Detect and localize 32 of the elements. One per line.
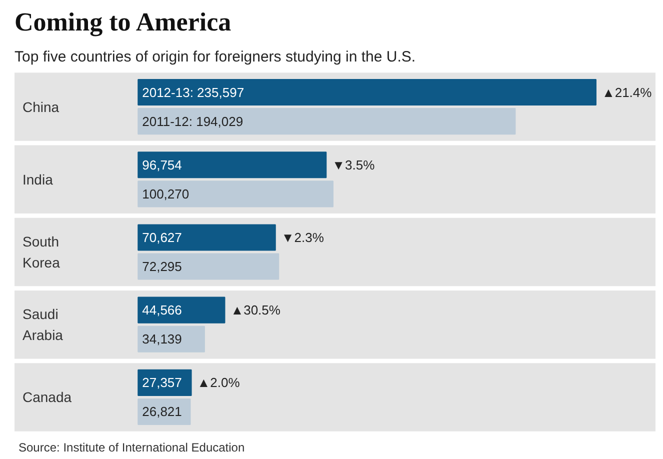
bar	[138, 224, 276, 251]
annotation: ▲2.0%	[197, 375, 240, 390]
source-note: Source: Institute of International Education	[18, 440, 245, 454]
text: 2012-13: 235,597	[142, 84, 244, 100]
annotation: ▼2.3%	[281, 230, 324, 245]
y-tick-label: South Korea	[22, 234, 60, 270]
data-label: 44,566	[142, 302, 182, 318]
data-label: 34,139	[142, 332, 182, 347]
chart-subtitle: Top five countries of origin for foreigners studying in the U.S.	[14, 48, 416, 66]
y-tick-label: Saudi Arabia	[22, 306, 64, 343]
bar	[138, 180, 334, 208]
data-label: 26,821	[142, 404, 182, 420]
bar	[138, 253, 280, 280]
data-label: 27,357	[142, 375, 182, 390]
data-label: 96,754	[142, 157, 182, 172]
annotation: ▲30.5%	[230, 302, 281, 318]
bar	[138, 369, 192, 396]
y-tick-label: India	[22, 171, 54, 188]
bar	[138, 79, 596, 106]
data-label: 100,270	[142, 186, 190, 202]
data-label: 72,295	[142, 259, 182, 274]
data-label: 70,627	[142, 230, 182, 245]
y-tick-label: Canada	[22, 389, 72, 406]
chart-title: Coming to America	[14, 8, 232, 36]
annotation: ▲21.4%	[602, 84, 652, 100]
annotation: ▼3.5%	[332, 157, 376, 172]
y-tick-label: China	[22, 98, 60, 115]
bar	[138, 326, 205, 352]
bar	[138, 152, 327, 178]
bar	[138, 108, 516, 135]
bar	[138, 296, 226, 324]
text: 2011-12: 194,029	[142, 114, 244, 129]
